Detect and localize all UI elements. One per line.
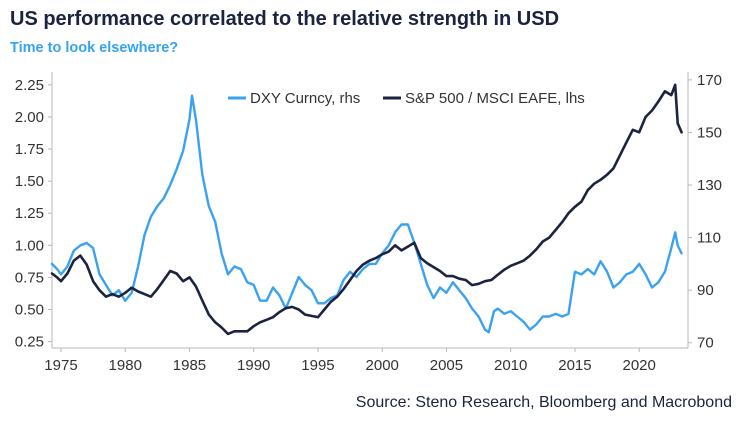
left-tick-label: 0.50 <box>15 301 44 318</box>
chart-title: US performance correlated to the relativ… <box>10 8 560 30</box>
ratio-series-line <box>50 83 683 336</box>
x-tick-label: 2010 <box>494 357 527 374</box>
dxy-series-line <box>50 94 683 334</box>
x-tick-label: 1980 <box>109 357 142 374</box>
left-tick-label: 1.50 <box>15 173 44 190</box>
x-tick-label: 1985 <box>173 357 206 374</box>
x-tick-label: 1990 <box>237 357 270 374</box>
legend-label-ratio: S&P 500 / MSCI EAFE, lhs <box>405 90 585 107</box>
left-tick-label: 0.25 <box>15 334 44 351</box>
source-note: Source: Steno Research, Bloomberg and Ma… <box>355 394 732 411</box>
chart-subtitle: Time to look elsewhere? <box>10 40 179 56</box>
x-tick-label: 2020 <box>622 357 655 374</box>
left-tick-label: 1.25 <box>15 205 44 222</box>
x-tick-label: 2005 <box>430 357 463 374</box>
x-tick-label: 1995 <box>301 357 334 374</box>
x-tick-label: 2015 <box>558 357 591 374</box>
right-tick-label: 70 <box>697 335 714 352</box>
right-tick-label: 110 <box>697 230 721 247</box>
x-tick-label: 2000 <box>366 357 399 374</box>
right-tick-label: 170 <box>697 72 722 89</box>
left-tick-label: 0.75 <box>15 269 44 286</box>
legend-label-dxy: DXY Curncy, rhs <box>250 90 360 107</box>
right-tick-label: 150 <box>697 124 722 141</box>
right-tick-label: 130 <box>697 177 722 194</box>
left-tick-label: 1.75 <box>15 141 44 158</box>
left-tick-label: 2.00 <box>15 109 44 126</box>
right-tick-label: 90 <box>697 282 714 299</box>
x-tick-label: 1975 <box>44 357 77 374</box>
left-tick-label: 1.00 <box>15 237 44 254</box>
left-tick-label: 2.25 <box>15 77 44 94</box>
